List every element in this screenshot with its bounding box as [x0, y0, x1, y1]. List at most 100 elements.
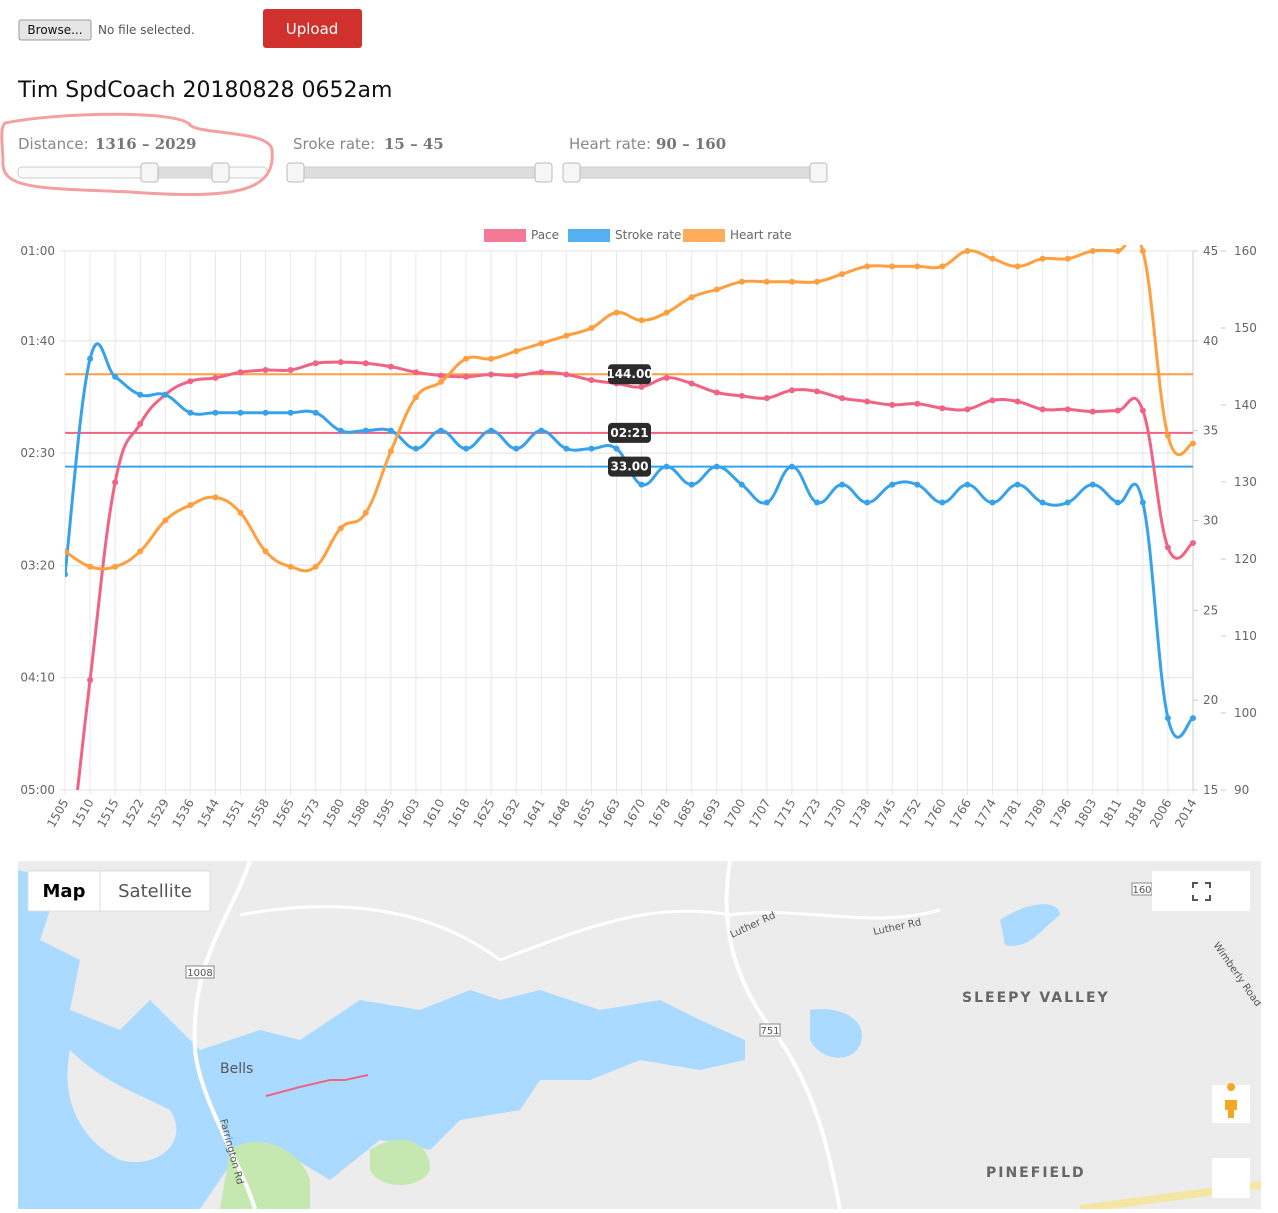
data-point [1114, 248, 1121, 254]
x-tick-label: 1707 [746, 797, 773, 830]
x-tick-label: 1670 [621, 797, 648, 830]
data-point [1139, 407, 1146, 414]
y3-tick-label: 140 [1234, 398, 1257, 412]
data-point [1014, 263, 1021, 270]
slider-handle[interactable] [562, 162, 581, 183]
data-point [1190, 440, 1196, 447]
data-point [613, 309, 620, 316]
y3-tick-label: 160 [1234, 244, 1257, 258]
data-point [387, 427, 394, 434]
data-point [989, 255, 996, 262]
x-tick-label: 1641 [520, 797, 547, 830]
y2-tick-label: 35 [1203, 424, 1218, 438]
data-point [814, 278, 820, 285]
data-point [1064, 499, 1071, 506]
y3-tick-label: 130 [1234, 475, 1257, 489]
x-tick-label: 1603 [395, 797, 422, 830]
data-point [914, 400, 921, 407]
x-tick-label: 1730 [821, 797, 848, 830]
data-point [237, 509, 244, 516]
map-label: PINEFIELD [986, 1165, 1086, 1181]
slider-track[interactable] [562, 166, 828, 179]
x-tick-label: 1536 [170, 797, 197, 830]
data-point [989, 499, 996, 506]
road-label: 1008 [187, 968, 212, 979]
data-point [513, 348, 520, 355]
data-point [964, 248, 971, 254]
x-tick-label: 1789 [1022, 797, 1049, 830]
x-tick-label: 1510 [69, 797, 96, 830]
x-tick-label: 1632 [495, 797, 522, 830]
data-point [337, 525, 344, 532]
slider-handle[interactable] [211, 162, 230, 183]
data-point [1089, 248, 1096, 254]
data-point [137, 420, 144, 427]
satellite-button[interactable]: Satellite [118, 881, 192, 902]
y-tick-label: 01:40 [20, 334, 55, 348]
map-button[interactable]: Map [43, 881, 86, 902]
map-label: SLEEPY VALLEY [962, 990, 1110, 1006]
y3-tick-label: 150 [1234, 321, 1257, 335]
x-tick-label: 1565 [270, 797, 297, 830]
chart: 01:0001:4002:3003:2004:1005:001505151015… [20, 228, 1257, 830]
data-point [989, 397, 996, 404]
y3-tick-label: 110 [1234, 629, 1257, 643]
x-tick-label: 1700 [721, 797, 748, 830]
x-tick-label: 1588 [345, 797, 372, 830]
fullscreen-button[interactable] [1152, 871, 1250, 911]
x-tick-label: 1723 [796, 797, 823, 830]
data-point [312, 563, 319, 570]
data-point [488, 371, 495, 378]
data-point [412, 394, 419, 401]
data-point [788, 387, 795, 394]
browse-button[interactable] [18, 19, 92, 41]
data-point [438, 372, 444, 379]
data-point [362, 360, 369, 367]
x-tick-label: 1693 [696, 797, 723, 830]
data-point [763, 278, 770, 285]
y2-tick-label: 20 [1203, 693, 1218, 707]
zoom-button[interactable] [1212, 1158, 1250, 1198]
x-tick-label: 1558 [245, 797, 272, 830]
slider-handle[interactable] [534, 162, 553, 183]
data-point [387, 448, 394, 455]
data-point [137, 391, 144, 398]
filter-range: 15 – 45 [384, 135, 444, 153]
upload-button[interactable] [263, 9, 362, 48]
data-point [1064, 255, 1071, 262]
data-point [387, 363, 394, 370]
x-tick-label: 1580 [320, 797, 347, 830]
x-tick-label: 1685 [671, 797, 698, 830]
y2-tick-label: 25 [1203, 603, 1218, 617]
data-point [788, 463, 795, 470]
data-point [738, 278, 745, 285]
data-point [287, 563, 294, 570]
y3-tick-label: 100 [1234, 706, 1257, 720]
data-point [713, 286, 720, 293]
x-tick-label: 1655 [571, 797, 598, 830]
slider-handle[interactable] [809, 162, 828, 183]
data-point [914, 481, 921, 488]
filter-label: Sroke rate: [293, 135, 375, 153]
data-point [212, 374, 219, 381]
y2-tick-label: 40 [1203, 334, 1218, 348]
road-shield [759, 1023, 781, 1037]
annotation-label: 02:21 [610, 426, 648, 440]
y2-tick-label: 30 [1203, 514, 1218, 528]
x-tick-label: 1774 [972, 797, 999, 830]
slider-handle[interactable] [140, 162, 159, 183]
data-point [1014, 481, 1021, 488]
slider-handle[interactable] [286, 162, 305, 183]
y-tick-label: 02:30 [20, 446, 55, 460]
data-point [1139, 499, 1146, 506]
data-point [588, 445, 595, 452]
x-tick-label: 1505 [44, 797, 71, 830]
data-point [563, 445, 570, 452]
slider-track[interactable] [286, 166, 552, 179]
y-tick-label: 05:00 [20, 783, 55, 797]
annotation-label: 33.00 [611, 460, 649, 474]
map[interactable]: Bells SLEEPY VALLEY PINEFIELD Luther Rd … [18, 861, 1263, 1209]
data-point [438, 378, 444, 385]
filter-range: 90 – 160 [656, 135, 726, 153]
